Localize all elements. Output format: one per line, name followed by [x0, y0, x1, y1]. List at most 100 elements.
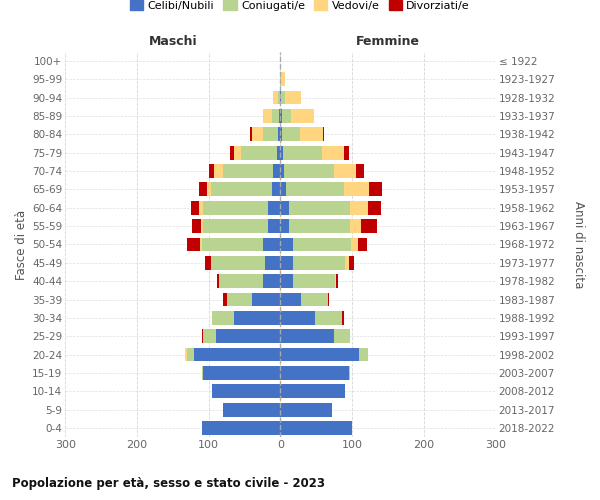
- Bar: [203, 219, 268, 233]
- Bar: [252, 292, 280, 306]
- Text: Femmine: Femmine: [356, 35, 420, 48]
- Bar: [345, 256, 349, 270]
- Bar: [194, 348, 280, 362]
- Bar: [280, 201, 289, 214]
- Bar: [263, 274, 280, 288]
- Bar: [277, 146, 280, 160]
- Bar: [344, 182, 369, 196]
- Bar: [350, 201, 368, 214]
- Bar: [192, 219, 201, 233]
- Bar: [359, 348, 368, 362]
- Bar: [368, 201, 381, 214]
- Bar: [268, 219, 280, 233]
- Bar: [322, 146, 344, 160]
- Bar: [187, 238, 200, 252]
- Bar: [265, 256, 280, 270]
- Bar: [356, 164, 364, 178]
- Bar: [280, 72, 281, 86]
- Bar: [252, 128, 263, 141]
- Bar: [199, 201, 203, 214]
- Bar: [351, 238, 358, 252]
- Bar: [201, 219, 203, 233]
- Bar: [281, 72, 285, 86]
- Bar: [203, 201, 268, 214]
- Bar: [272, 182, 280, 196]
- Bar: [283, 146, 322, 160]
- Bar: [211, 182, 272, 196]
- Bar: [369, 182, 382, 196]
- Bar: [280, 403, 332, 416]
- Bar: [230, 146, 234, 160]
- Bar: [285, 90, 301, 104]
- Bar: [280, 256, 293, 270]
- Bar: [342, 311, 344, 325]
- Bar: [209, 164, 214, 178]
- Bar: [205, 256, 211, 270]
- Bar: [214, 164, 223, 178]
- Bar: [335, 274, 337, 288]
- Bar: [263, 238, 280, 252]
- Bar: [280, 292, 301, 306]
- Bar: [217, 274, 220, 288]
- Bar: [350, 219, 361, 233]
- Bar: [187, 348, 194, 362]
- Bar: [293, 238, 351, 252]
- Bar: [358, 238, 367, 252]
- Bar: [191, 201, 199, 214]
- Bar: [241, 146, 277, 160]
- Bar: [280, 274, 293, 288]
- Bar: [274, 90, 278, 104]
- Bar: [280, 182, 286, 196]
- Bar: [280, 128, 282, 141]
- Bar: [280, 421, 352, 435]
- Bar: [280, 384, 345, 398]
- Bar: [278, 128, 280, 141]
- Bar: [199, 182, 207, 196]
- Bar: [250, 128, 252, 141]
- Bar: [212, 384, 280, 398]
- Bar: [279, 109, 280, 123]
- Bar: [301, 292, 328, 306]
- Bar: [272, 109, 279, 123]
- Bar: [216, 330, 280, 343]
- Bar: [349, 366, 350, 380]
- Bar: [263, 109, 272, 123]
- Bar: [202, 238, 263, 252]
- Legend: Celibi/Nubili, Coniugati/e, Vedovi/e, Divorziati/e: Celibi/Nubili, Coniugati/e, Vedovi/e, Di…: [125, 0, 475, 15]
- Bar: [203, 366, 280, 380]
- Bar: [234, 311, 280, 325]
- Y-axis label: Fasce di età: Fasce di età: [15, 210, 28, 280]
- Bar: [207, 182, 211, 196]
- Bar: [293, 274, 335, 288]
- Bar: [185, 348, 187, 362]
- Bar: [234, 146, 241, 160]
- Bar: [337, 274, 338, 288]
- Bar: [280, 330, 334, 343]
- Bar: [223, 164, 274, 178]
- Bar: [281, 90, 285, 104]
- Bar: [328, 292, 329, 306]
- Bar: [280, 238, 293, 252]
- Bar: [202, 330, 203, 343]
- Bar: [280, 348, 359, 362]
- Bar: [290, 109, 314, 123]
- Bar: [344, 146, 349, 160]
- Bar: [280, 109, 282, 123]
- Bar: [280, 219, 289, 233]
- Bar: [220, 274, 263, 288]
- Bar: [223, 292, 227, 306]
- Bar: [282, 109, 290, 123]
- Y-axis label: Anni di nascita: Anni di nascita: [572, 201, 585, 288]
- Bar: [280, 311, 315, 325]
- Bar: [268, 201, 280, 214]
- Text: Maschi: Maschi: [149, 35, 197, 48]
- Bar: [280, 366, 349, 380]
- Bar: [278, 90, 280, 104]
- Bar: [300, 128, 323, 141]
- Bar: [202, 366, 203, 380]
- Bar: [280, 90, 281, 104]
- Bar: [227, 292, 252, 306]
- Bar: [334, 330, 350, 343]
- Bar: [280, 146, 283, 160]
- Bar: [284, 164, 334, 178]
